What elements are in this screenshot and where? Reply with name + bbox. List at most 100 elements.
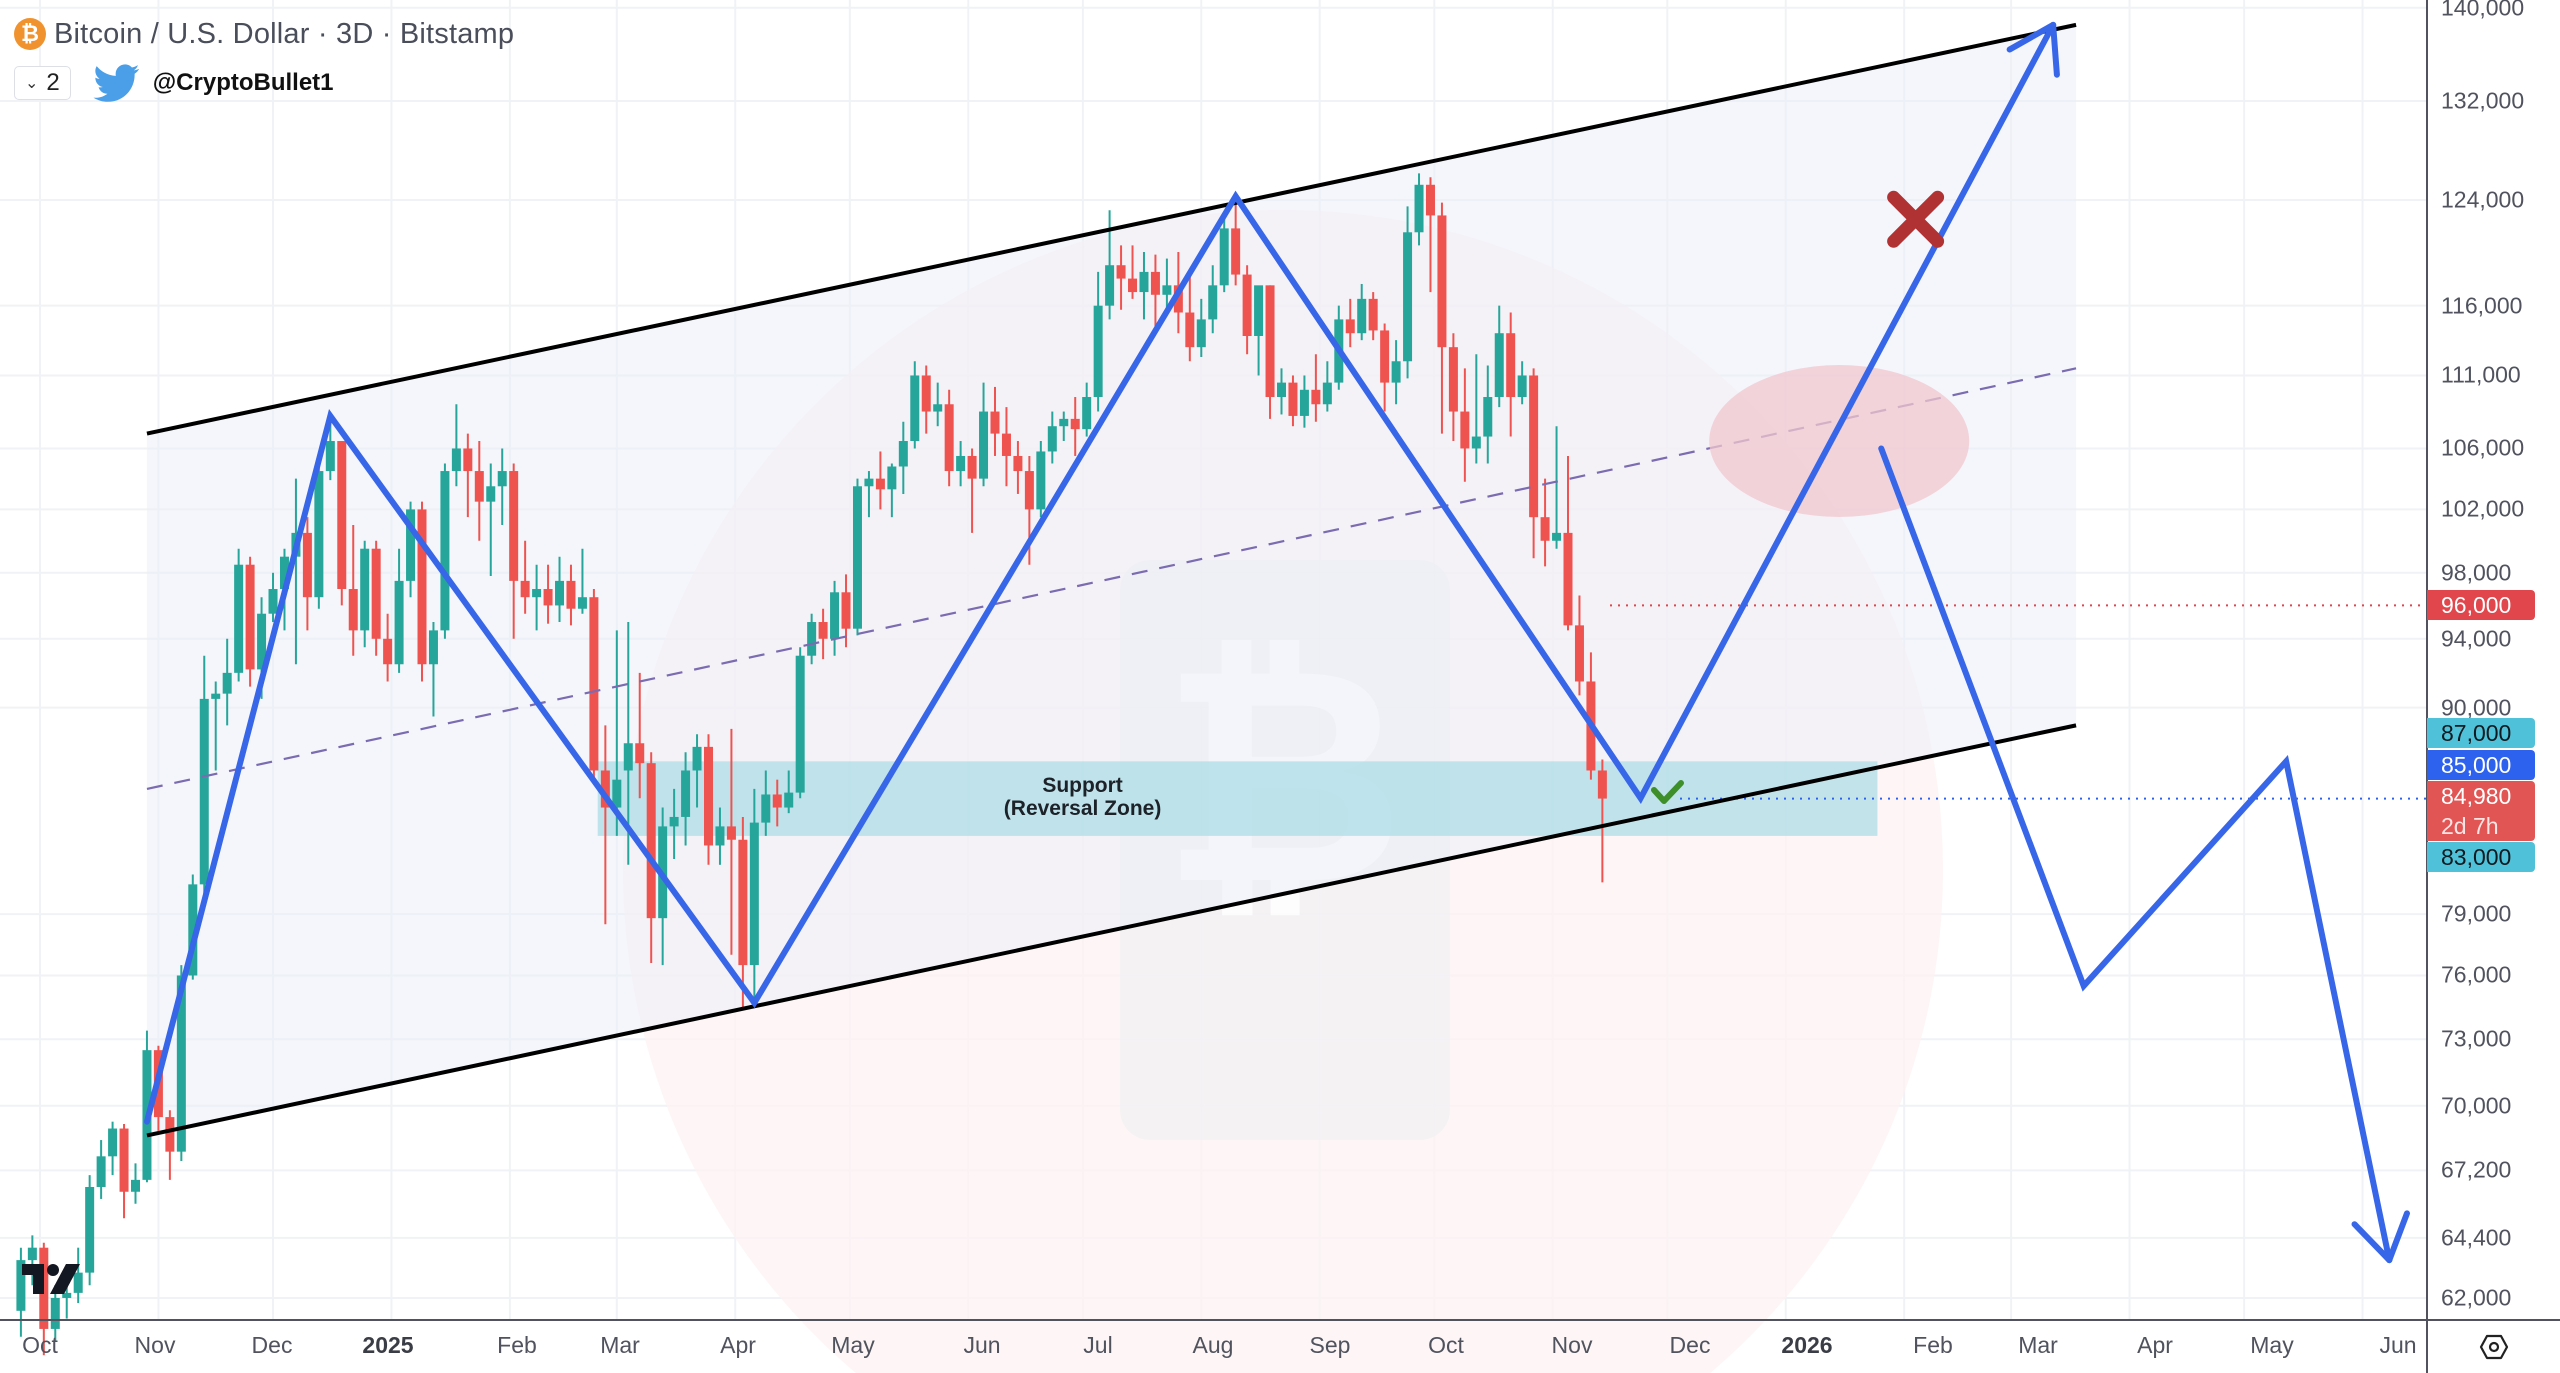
candle-body: [1529, 375, 1539, 518]
candle-body: [1105, 265, 1115, 306]
candle-body: [898, 441, 908, 467]
time-axis[interactable]: Oct Nov Dec 2025 Feb Mar Apr May Jun Jul Aug Sep Oct…: [0, 1320, 2427, 1373]
candle-body: [520, 580, 530, 598]
candle-body: [566, 580, 576, 609]
price-tick-label: 76,000: [2441, 961, 2512, 988]
projection-paths[interactable]: [143, 21, 2410, 1264]
support-subtitle: (Reversal Zone): [1003, 797, 1162, 821]
candle-body: [681, 770, 691, 817]
price-tick-label: 102,000: [2441, 495, 2525, 522]
time-tick-label: Sep: [1309, 1332, 1351, 1358]
candle-body: [27, 1247, 37, 1261]
candle-body: [360, 548, 370, 631]
candle-body: [990, 411, 1000, 434]
price-tick-label: 64,400: [2441, 1224, 2512, 1251]
candle-body: [440, 471, 450, 631]
price-axis[interactable]: 140,000 132,000 124,000 116,000 111,000 106,0…: [2427, 0, 2560, 1320]
candle-body: [1403, 232, 1413, 362]
candle-body: [486, 486, 496, 502]
tradingview-logo-icon[interactable]: [20, 1262, 82, 1296]
candle-body: [956, 455, 966, 472]
candle: [1254, 285, 1264, 376]
candle: [1311, 354, 1321, 422]
candle: [738, 816, 748, 1008]
price-tick-label: 79,000: [2441, 900, 2512, 927]
candle: [486, 463, 496, 577]
candle: [520, 540, 530, 614]
candle: [1128, 245, 1138, 299]
candle-body: [623, 743, 633, 771]
candle: [463, 433, 473, 518]
symbol-row[interactable]: ₿ Bitcoin / U.S. Dollar · 3D · Bitstamp: [14, 14, 514, 54]
candle-body: [1277, 382, 1286, 398]
candle-body: [1265, 285, 1275, 398]
candle: [1116, 245, 1126, 310]
candle: [589, 589, 599, 780]
candle: [1265, 285, 1275, 419]
bullish-arrowhead-icon: [2006, 21, 2057, 53]
candle-body: [738, 839, 748, 966]
candle: [119, 1123, 129, 1219]
candle-body: [841, 592, 851, 629]
candle: [1001, 407, 1011, 487]
candle: [543, 564, 553, 624]
collapse-indicators-button[interactable]: ⌄ 2: [14, 66, 71, 100]
candle: [1506, 312, 1516, 437]
candle-body: [394, 580, 404, 665]
candle-body: [1299, 389, 1309, 416]
candle: [933, 382, 943, 427]
price-tag: 87,000: [2427, 718, 2535, 748]
bar-countdown: 2d 7h: [2441, 813, 2499, 839]
candle: [1299, 375, 1309, 428]
candle: [1322, 361, 1332, 412]
author-handle: @CryptoBullet1: [152, 69, 334, 96]
candle-body: [1288, 382, 1298, 416]
candle-body: [62, 1292, 72, 1298]
time-tick-label: May: [831, 1332, 875, 1358]
candle-body: [85, 1186, 95, 1273]
channel-upper-line: [146, 22, 2077, 436]
candle-body: [577, 597, 587, 609]
time-tick-label: Mar: [600, 1332, 640, 1358]
time-tick-label: Dec: [251, 1332, 293, 1358]
time-tick-label: Dec: [1669, 1332, 1711, 1358]
time-tick-label: Jul: [1083, 1332, 1113, 1358]
candle: [1540, 478, 1550, 567]
time-tick-label: Apr: [720, 1332, 756, 1358]
candle-body: [612, 779, 622, 808]
candle-body: [1254, 285, 1264, 337]
candle-body: [1448, 347, 1458, 412]
candle: [1414, 173, 1424, 246]
candle-body: [635, 743, 645, 764]
candle-body: [704, 746, 713, 846]
price-tag-value: 83,000: [2441, 844, 2512, 870]
candle-body: [1574, 625, 1584, 682]
candle: [1093, 271, 1103, 412]
candle-body: [1231, 228, 1241, 275]
candle: [772, 779, 782, 827]
candle-body: [108, 1128, 118, 1157]
candle: [749, 788, 759, 1005]
candle: [715, 807, 725, 865]
candle-body: [1563, 532, 1573, 626]
candle-body: [1013, 455, 1023, 472]
candle: [1196, 298, 1206, 358]
price-tag-value: 84,980: [2441, 783, 2512, 809]
chart-settings-button[interactable]: [2427, 1320, 2560, 1373]
time-tick-label: May: [2250, 1332, 2294, 1358]
candle-body: [1208, 285, 1218, 320]
candle-body: [1506, 333, 1516, 398]
time-tick-label: Feb: [497, 1332, 537, 1358]
parallel-channel[interactable]: [146, 22, 2077, 1138]
candle: [1471, 354, 1481, 464]
candle: [1403, 206, 1413, 379]
candle: [910, 361, 920, 449]
candle-body: [1001, 433, 1011, 456]
candle-body: [784, 792, 794, 808]
candle: [784, 770, 794, 814]
candle-body: [314, 471, 324, 598]
candle-body: [1059, 418, 1069, 427]
candle-body: [1597, 770, 1607, 799]
price-tick-label: 106,000: [2441, 434, 2525, 461]
